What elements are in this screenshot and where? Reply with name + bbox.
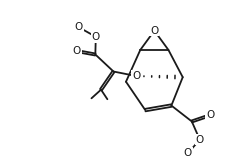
- Text: O: O: [75, 22, 83, 32]
- Text: O: O: [132, 71, 140, 81]
- Text: O: O: [73, 46, 81, 56]
- Text: O: O: [196, 135, 204, 145]
- Text: O: O: [184, 148, 192, 158]
- Text: O: O: [206, 110, 215, 120]
- Text: O: O: [92, 32, 100, 42]
- Text: O: O: [150, 26, 158, 36]
